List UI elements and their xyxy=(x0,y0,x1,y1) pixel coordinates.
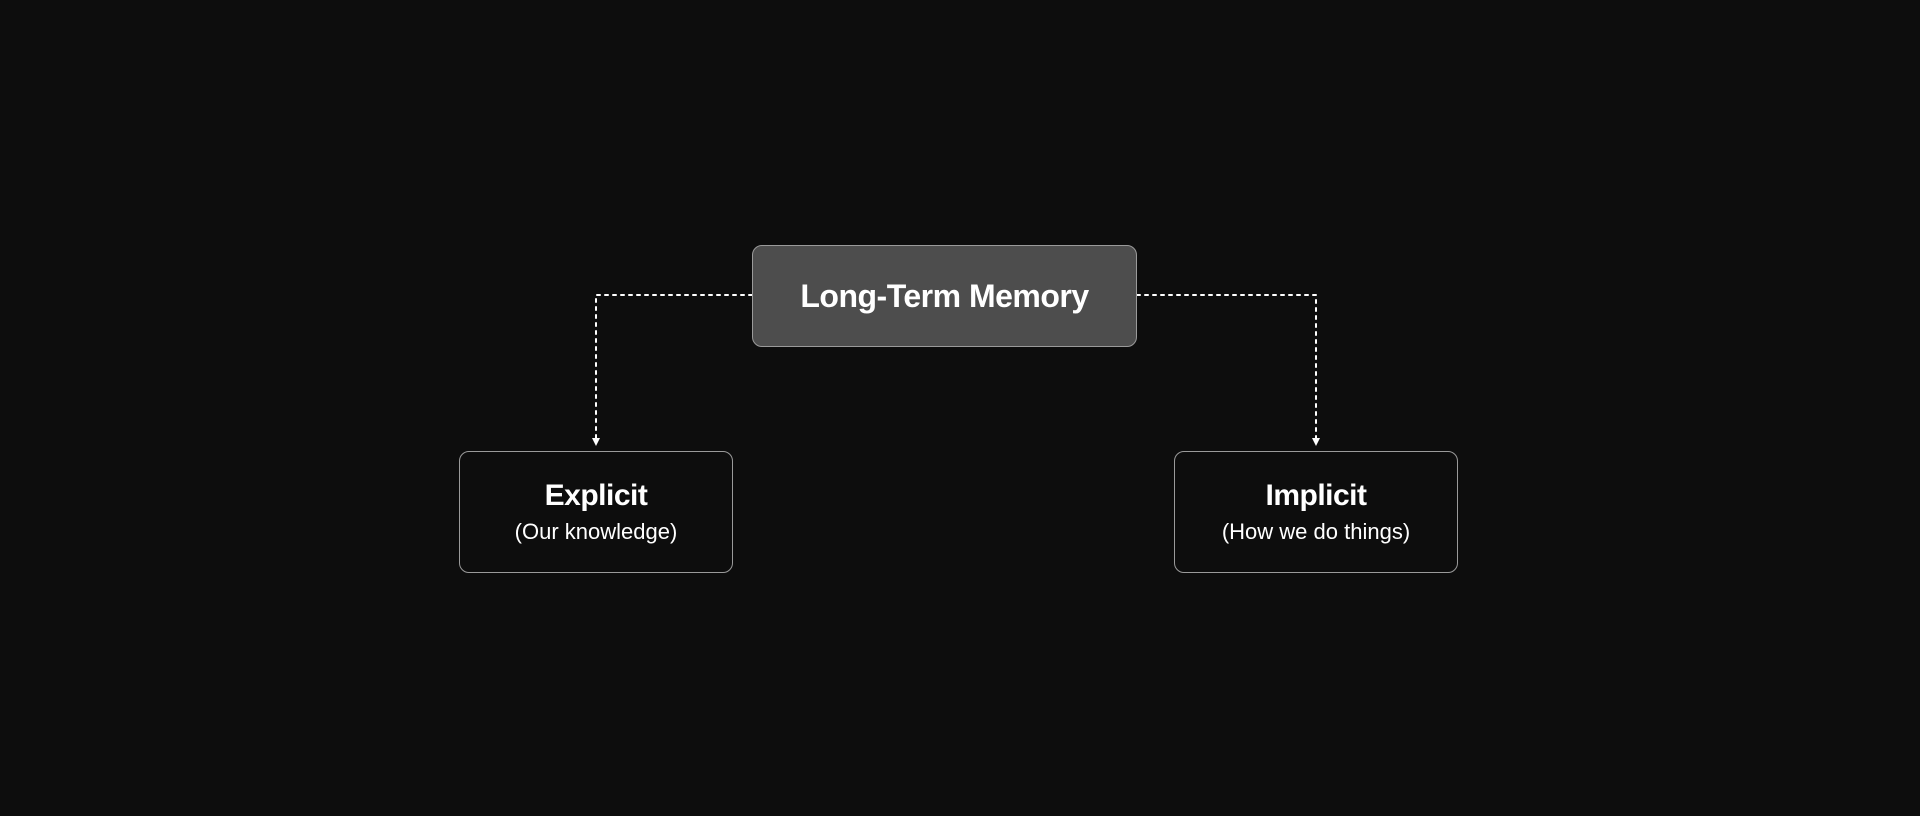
root-title: Long-Term Memory xyxy=(800,278,1088,315)
implicit-title: Implicit xyxy=(1265,479,1366,513)
connector-layer xyxy=(0,0,1920,816)
explicit-title: Explicit xyxy=(545,479,648,513)
implicit-subtitle: (How we do things) xyxy=(1222,519,1410,545)
implicit-node: Implicit (How we do things) xyxy=(1174,451,1458,573)
edge-1 xyxy=(1137,295,1316,442)
root-node: Long-Term Memory xyxy=(752,245,1137,347)
explicit-subtitle: (Our knowledge) xyxy=(515,519,678,545)
edge-0 xyxy=(596,295,752,442)
explicit-node: Explicit (Our knowledge) xyxy=(459,451,733,573)
